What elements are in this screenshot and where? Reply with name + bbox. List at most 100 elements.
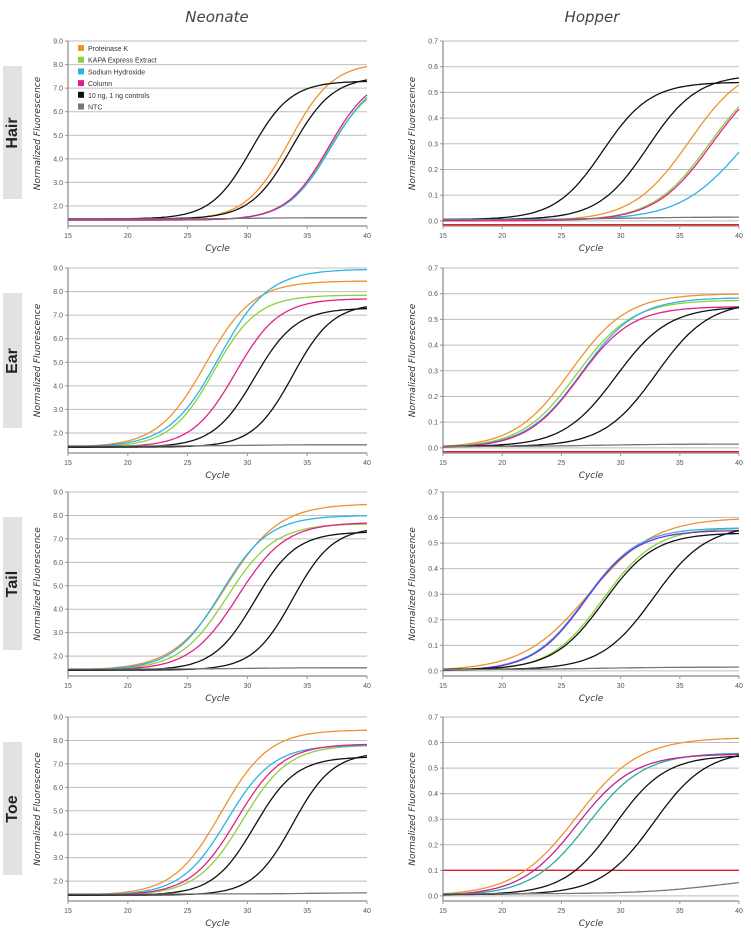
- panel-4-ytick-label: 6.0: [53, 560, 63, 567]
- panel-2-series-column: [68, 298, 367, 448]
- panel-7-xtick-label: 30: [617, 908, 625, 915]
- panel-5-series-sodium-hydroxide: [443, 527, 739, 671]
- panel-1-ytick-label: 0.7: [428, 39, 438, 46]
- panel-7-series-1-ng-control: [443, 755, 740, 896]
- panel-1-xlabel: Cycle: [579, 244, 604, 254]
- panel-6-ytick-label: 9.0: [53, 715, 63, 722]
- row-label-tail: Tail: [3, 517, 22, 650]
- panel-7-ytick-label: 0.7: [428, 715, 438, 722]
- panel-2-ytick-label: 9.0: [53, 266, 63, 273]
- panel-2-xtick-label: 15: [64, 460, 72, 467]
- panel-3-xtick-label: 40: [735, 460, 743, 467]
- panel-1-xtick-label: 35: [676, 233, 684, 240]
- panel-4-xtick-label: 40: [363, 683, 371, 690]
- panel-2-ytick-label: 5.0: [53, 360, 63, 367]
- panel-6-xtick-label: 15: [64, 908, 72, 915]
- panel-0-xtick-label: 40: [363, 233, 371, 240]
- panel-7-series-proteinase-k: [442, 737, 740, 895]
- panel-3-ytick-label: 0.5: [428, 317, 438, 324]
- panel-2-ytick-label: 7.0: [53, 313, 63, 320]
- panel-7-ylabel: Normalized Fluorescence: [408, 752, 418, 866]
- panel-7-series-ntc: [443, 881, 740, 895]
- panel-7-ytick-label: 0.4: [428, 791, 438, 798]
- panel-2-ytick-label: 6.0: [53, 336, 63, 343]
- panel-6-xtick-label: 40: [363, 908, 371, 915]
- panel-7-ytick-label: 0.3: [428, 817, 438, 824]
- panel-4-xtick-label: 30: [244, 683, 252, 690]
- panel-5-ytick-label: 0.3: [428, 592, 438, 599]
- panel-7-xtick-label: 25: [558, 908, 566, 915]
- panel-1-ytick-label: 0.2: [428, 167, 438, 174]
- panel-1-series-sodium-hydroxide: [443, 151, 740, 221]
- panel-0-ytick-label: 5.0: [53, 133, 63, 140]
- panel-5-ytick-label: 0.1: [428, 643, 438, 650]
- panel-3-xtick-label: 15: [439, 460, 447, 467]
- panel-6-xtick-label: 20: [124, 908, 132, 915]
- legend-label-5: NTC: [88, 105, 102, 112]
- panel-5-ylabel: Normalized Fluorescence: [408, 527, 418, 641]
- panel-6-ytick-label: 4.0: [53, 832, 63, 839]
- panel-3-xtick-label: 30: [617, 460, 625, 467]
- panel-6-xtick-label: 25: [184, 908, 192, 915]
- panel-7-ytick-label: 0.5: [428, 766, 438, 773]
- panel-4-ytick-label: 4.0: [53, 607, 63, 614]
- panel-3-series-kapa-express-extract: [442, 299, 740, 448]
- panel-4-xtick-label: 20: [124, 683, 132, 690]
- panel-1-ytick-label: 0.5: [428, 90, 438, 97]
- panel-5-xtick-label: 40: [735, 683, 743, 690]
- panel-0-ytick-label: 6.0: [53, 109, 63, 116]
- panel-3-ytick-label: 0.7: [428, 266, 438, 273]
- panel-1-xtick-label: 40: [735, 233, 743, 240]
- panel-5-series-1-ng-control: [443, 530, 740, 671]
- panel-0-xtick-label: 25: [184, 233, 192, 240]
- panel-4-ytick-label: 7.0: [53, 536, 63, 543]
- panel-3-series-10-ng-control: [443, 307, 740, 448]
- panel-2-xtick-label: 25: [184, 460, 192, 467]
- panel-3-ytick-label: 0.1: [428, 420, 438, 427]
- panel-0-ytick-label: 3.0: [53, 180, 63, 187]
- panel-5-ytick-label: 0.0: [428, 668, 438, 675]
- panel-2-ytick-label: 4.0: [53, 383, 63, 390]
- panel-6-ylabel: Normalized Fluorescence: [33, 752, 43, 866]
- panel-0-ytick-label: 7.0: [53, 86, 63, 93]
- panel-1-series-kapa-express-extract: [443, 106, 740, 222]
- panel-0-xtick-label: 35: [303, 233, 311, 240]
- panel-4-xlabel: Cycle: [205, 694, 230, 704]
- row-label-hair: Hair: [3, 66, 22, 199]
- panel-1-series-10-ng-control: [443, 81, 740, 221]
- panel-0-xtick-label: 30: [244, 233, 252, 240]
- panel-0-xtick-label: 15: [64, 233, 72, 240]
- panel-6-ytick-label: 2.0: [53, 879, 63, 886]
- panel-7-ytick-label: 0.0: [428, 893, 438, 900]
- panel-7-ytick-label: 0.6: [428, 740, 438, 747]
- legend-label-4: 10 ng, 1 ng controls: [88, 93, 150, 100]
- panel-3-xtick-label: 25: [558, 460, 566, 467]
- panel-5-series-10-ng-control: [443, 532, 740, 671]
- panel-0-ytick-label: 4.0: [53, 156, 63, 163]
- panel-0-ytick-label: 2.0: [53, 203, 63, 210]
- panel-1-xtick-label: 25: [558, 233, 566, 240]
- panel-5-ytick-label: 0.6: [428, 515, 438, 522]
- panel-3-ytick-label: 0.0: [428, 445, 438, 452]
- panel-5-series-ntc: [443, 666, 739, 671]
- legend-label-1: KAPA Express Extract: [88, 58, 157, 65]
- legend-label-0: Proteinase K: [88, 46, 128, 53]
- panel-7-ytick-label: 0.1: [428, 868, 438, 875]
- panel-6-series-proteinase-k: [67, 729, 367, 896]
- panel-1-ytick-label: 0.4: [428, 116, 438, 123]
- panel-6-series-1-ng-control: [68, 754, 368, 896]
- legend-swatch-5: [78, 103, 84, 110]
- panel-4-xtick-label: 35: [303, 683, 311, 690]
- panel-3-xtick-label: 35: [676, 460, 684, 467]
- legend-swatch-2: [78, 68, 84, 75]
- legend-swatch-0: [78, 45, 84, 51]
- panel-6-ytick-label: 8.0: [53, 738, 63, 745]
- panel-4-series-ntc: [68, 667, 367, 670]
- panel-4-series-1-ng-control: [68, 529, 368, 671]
- panel-6-ytick-label: 6.0: [53, 785, 63, 792]
- panel-4-series-kapa-express-extract: [67, 523, 367, 671]
- panel-6-ytick-label: 5.0: [53, 808, 63, 815]
- panel-4-ytick-label: 2.0: [53, 654, 63, 661]
- panel-6-xtick-label: 30: [244, 908, 252, 915]
- panel-5-xtick-label: 25: [558, 683, 566, 690]
